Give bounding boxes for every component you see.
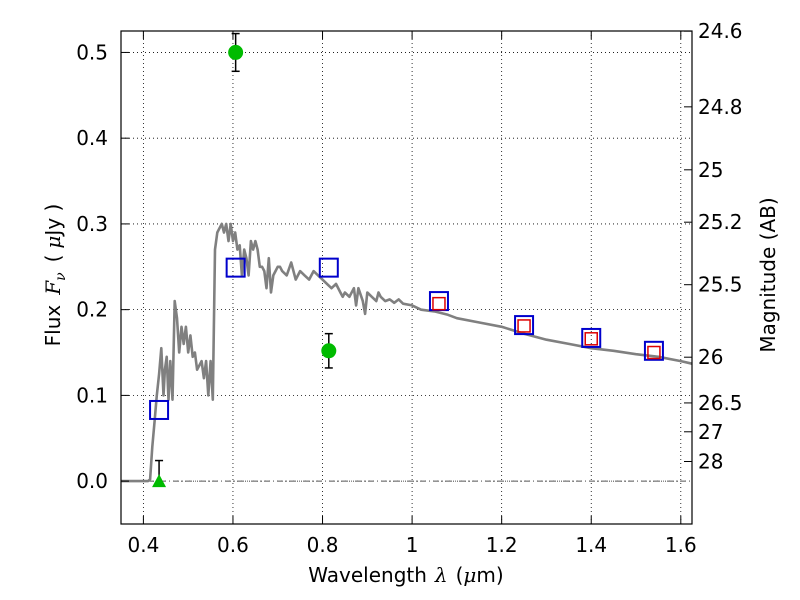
x-tick-label: 0.6 [217, 533, 249, 557]
model-photometry-point [318, 257, 339, 278]
x-tick-label: 0.4 [127, 533, 159, 557]
x-tick-label: 1 [406, 533, 419, 557]
y2-tick-label: 26.5 [698, 391, 743, 415]
y2-tick-label: 26 [698, 345, 723, 369]
hst-detection-point [228, 44, 244, 60]
y2-tick-label: 25 [698, 158, 723, 182]
x-tick-label: 1.6 [665, 533, 697, 557]
model-photometry-point [514, 315, 535, 336]
y2-tick-label: 27 [698, 420, 723, 444]
observed-ir-point [584, 332, 598, 346]
y2-axis-label: Magnitude (AB) [756, 197, 780, 352]
model-photometry-point [149, 399, 170, 420]
upper-limit-marker [152, 474, 167, 488]
model-photometry-point [581, 327, 602, 348]
x-axis-label: Wavelength λ (μm) [308, 563, 503, 587]
y2-tick-label: 24.8 [698, 95, 743, 119]
model-photometry-point [643, 340, 664, 361]
model-sed-line [121, 222, 693, 483]
y-axis-label: FluxFν(μJy ) [41, 204, 69, 347]
y2-tick-label: 28 [698, 449, 723, 473]
y2-tick-label: 25.2 [698, 210, 743, 234]
axis-ticks: 0.4 0.6 0.8 1 1.2 1.4 1.6 0.0 0.1 0.2 0.3 0.4 0.5 24.… [76, 19, 742, 557]
observed-ir-point [647, 345, 661, 360]
y-tick-label: 0.3 [76, 212, 108, 236]
x-tick-label: 0.8 [307, 533, 339, 557]
observed-ir-point [432, 296, 446, 311]
y2-tick-label: 25.5 [698, 273, 743, 297]
y-tick-label: 0.0 [76, 469, 108, 493]
plot-area [121, 32, 693, 488]
observed-ir-point [517, 319, 531, 333]
y-tick-label: 0.4 [76, 126, 108, 150]
x-tick-label: 1.2 [486, 533, 518, 557]
y-tick-label: 0.2 [76, 298, 108, 322]
model-photometry-point [225, 257, 246, 278]
y-tick-label: 0.1 [76, 383, 108, 407]
y-tick-label: 0.5 [76, 40, 108, 64]
axes-frame [120, 30, 693, 525]
x-tick-label: 1.4 [575, 533, 607, 557]
y2-tick-label: 24.6 [698, 19, 743, 43]
hst-detection-point [321, 343, 337, 359]
